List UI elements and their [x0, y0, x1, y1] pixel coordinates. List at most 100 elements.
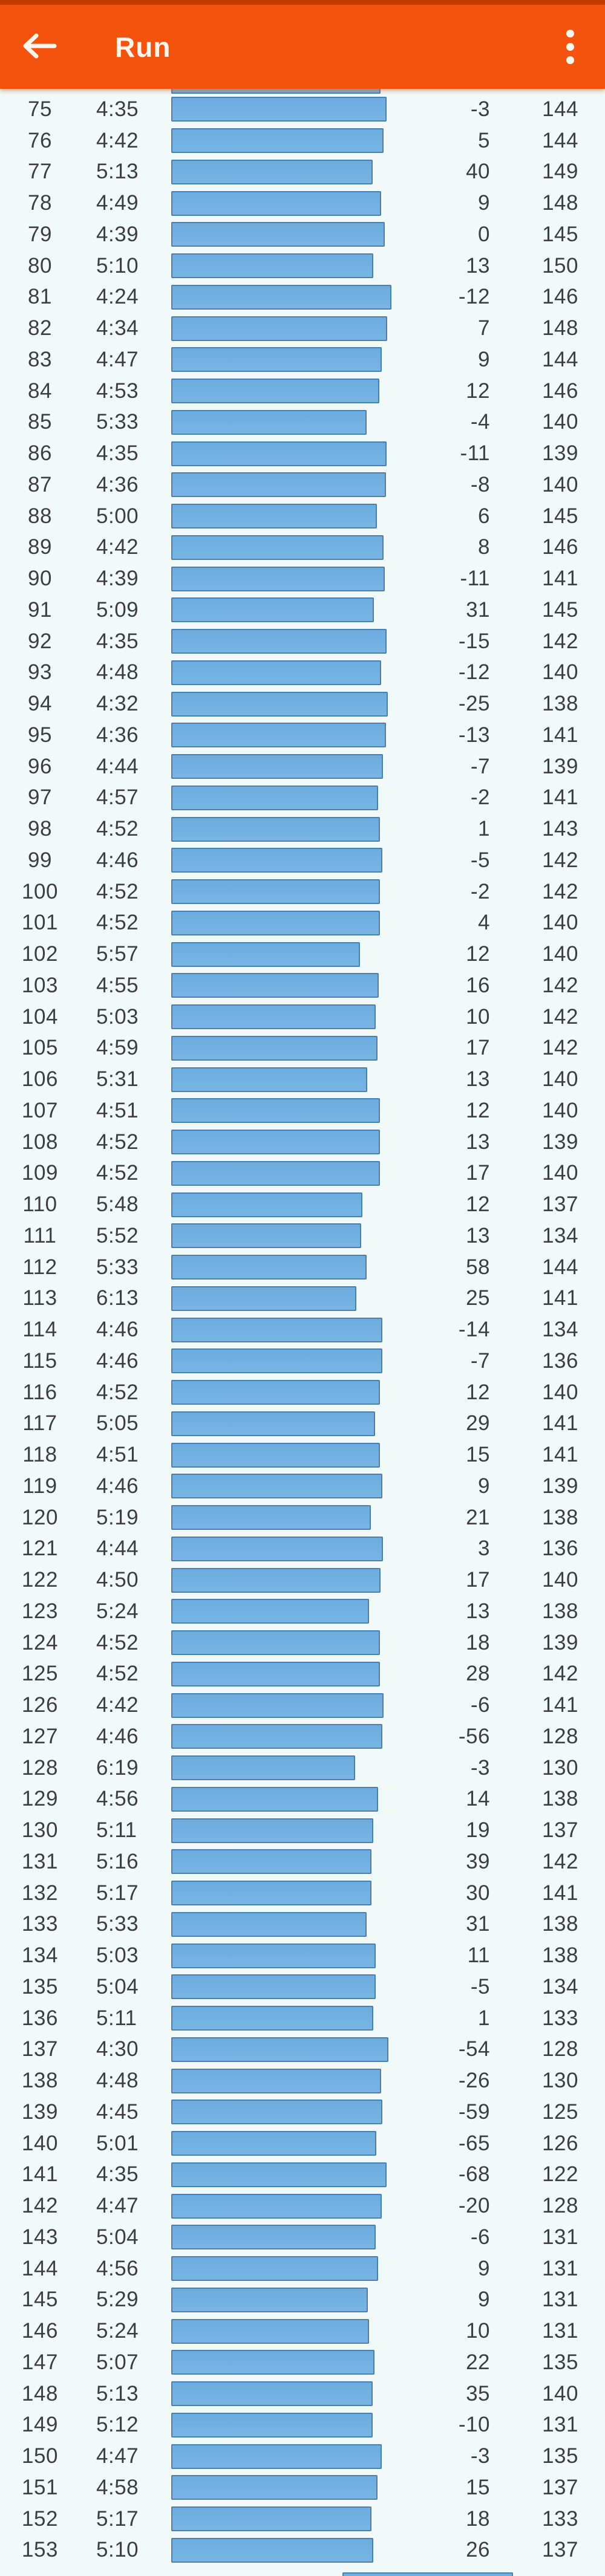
- pace-cell: 4:42: [96, 535, 139, 559]
- split-cell: 126: [22, 1693, 58, 1717]
- split-cell: 152: [22, 2506, 58, 2531]
- elevation-cell: -11: [460, 567, 490, 591]
- pace-cell: 5:05: [96, 1411, 139, 1436]
- split-cell: 120: [22, 1505, 58, 1529]
- heart-rate-cell: 145: [542, 597, 578, 622]
- table-row: 90 4:39 -11 141: [0, 563, 605, 594]
- heart-rate-cell: 141: [542, 1286, 578, 1310]
- app-header: Run: [0, 5, 605, 89]
- pace-bar: [171, 1380, 380, 1405]
- pace-bar: [171, 566, 385, 591]
- pace-bar: [171, 504, 377, 529]
- heart-rate-cell: 142: [542, 629, 578, 653]
- table-row: 80 5:10 13 150: [0, 250, 605, 282]
- table-row: 89 4:42 8 146: [0, 532, 605, 564]
- heart-rate-cell: 144: [542, 1255, 578, 1279]
- table-row: 112 5:33 58 144: [0, 1252, 605, 1283]
- elevation-cell: -54: [458, 2037, 490, 2061]
- heart-rate-cell: 149: [542, 160, 578, 184]
- pace-bar: [171, 128, 384, 154]
- pace-cell: 5:13: [96, 160, 139, 184]
- pace-cell: 4:30: [96, 2037, 139, 2061]
- elevation-cell: -2: [470, 879, 490, 903]
- heart-rate-cell: 138: [542, 1505, 578, 1529]
- pace-cell: 4:59: [96, 1036, 139, 1060]
- pace-cell: 5:00: [96, 504, 139, 528]
- split-cell: 119: [22, 1474, 57, 1498]
- heart-rate-cell: 128: [542, 1724, 578, 1748]
- heart-rate-cell: 140: [542, 1380, 578, 1404]
- pace-bar: [171, 785, 378, 810]
- pace-bar: [171, 1661, 380, 1686]
- pace-cell: 4:42: [96, 1693, 139, 1717]
- pace-bar: [171, 1505, 371, 1530]
- elevation-cell: -6: [470, 2225, 490, 2249]
- split-cell: 130: [22, 1818, 58, 1843]
- heart-rate-cell: 141: [542, 1443, 578, 1467]
- pace-bar: [171, 973, 379, 998]
- elevation-cell: -7: [470, 754, 490, 778]
- table-row: 130 5:11 19 137: [0, 1815, 605, 1846]
- elevation-cell: 17: [466, 1161, 490, 1185]
- split-cell: 110: [22, 1192, 57, 1217]
- split-cell: 118: [22, 1443, 57, 1467]
- pace-cell: 4:45: [96, 2100, 139, 2124]
- elevation-cell: -15: [458, 629, 490, 653]
- pace-cell: 4:58: [96, 2475, 139, 2499]
- back-button[interactable]: [0, 5, 79, 89]
- pace-cell: 4:46: [96, 1724, 139, 1748]
- pace-cell: 4:32: [96, 692, 139, 716]
- split-cell: 145: [22, 2288, 58, 2312]
- pace-cell: 5:33: [96, 1912, 139, 1936]
- elevation-cell: -13: [458, 723, 490, 747]
- pace-cell: 5:57: [96, 942, 139, 966]
- split-cell: 117: [22, 1411, 57, 1436]
- table-row: 84 4:53 12 146: [0, 376, 605, 407]
- table-row: 133 5:33 31 138: [0, 1909, 605, 1940]
- table-row: 92 4:35 -15 142: [0, 626, 605, 657]
- elevation-cell: 9: [478, 1474, 490, 1498]
- split-cell: 93: [28, 660, 52, 685]
- pace-cell: 5:03: [96, 1943, 139, 1968]
- table-row: 145 5:29 9 131: [0, 2285, 605, 2316]
- split-cell: 140: [22, 2131, 58, 2155]
- table-row: 153 5:10 26 137: [0, 2535, 605, 2566]
- overflow-menu-button[interactable]: [552, 5, 588, 89]
- pace-bar: [171, 1411, 375, 1436]
- split-cell: 131: [22, 1849, 58, 1873]
- table-row: 110 5:48 12 137: [0, 1189, 605, 1220]
- split-cell: 115: [22, 1348, 57, 1373]
- heart-rate-cell: 131: [542, 2225, 578, 2249]
- elevation-cell: -11: [460, 441, 490, 466]
- pace-cell: 5:12: [96, 2413, 139, 2437]
- pace-cell: 4:47: [96, 2194, 139, 2218]
- splits-list[interactable]: 75 4:35 -3 144 76 4:42 5 144 77 5:13 40 149 78 4:49 9 1…: [0, 89, 605, 2576]
- pace-bar: [171, 316, 387, 341]
- table-row: 124 4:52 18 139: [0, 1627, 605, 1659]
- pace-cell: 5:10: [96, 2538, 139, 2562]
- split-cell: 114: [22, 1318, 57, 1342]
- table-row: 118 4:51 15 141: [0, 1439, 605, 1471]
- heart-rate-cell: 122: [542, 2162, 578, 2187]
- pace-bar: [171, 2131, 376, 2156]
- heart-rate-cell: 130: [542, 1755, 578, 1780]
- pace-bar: [171, 2318, 369, 2344]
- elevation-cell: 35: [466, 2381, 490, 2405]
- split-cell: 95: [28, 723, 52, 747]
- pace-cell: 4:52: [96, 1161, 139, 1185]
- pace-cell: 5:33: [96, 410, 139, 434]
- pace-bar: [171, 347, 382, 372]
- pace-bar: [171, 190, 381, 216]
- pace-cell: 4:52: [96, 817, 139, 841]
- split-cell: 81: [28, 285, 52, 309]
- heart-rate-cell: 139: [542, 754, 578, 778]
- table-row: 135 5:04 -5 134: [0, 1971, 605, 2003]
- table-row: 102 5:57 12 140: [0, 938, 605, 970]
- split-cell: 142: [22, 2194, 58, 2218]
- split-cell: 86: [28, 441, 52, 466]
- pace-cell: 4:35: [96, 629, 139, 653]
- split-cell: 111: [23, 1223, 57, 1247]
- heart-rate-cell: 150: [542, 253, 578, 278]
- split-cell: 97: [28, 785, 52, 810]
- heart-rate-cell: 141: [542, 785, 578, 810]
